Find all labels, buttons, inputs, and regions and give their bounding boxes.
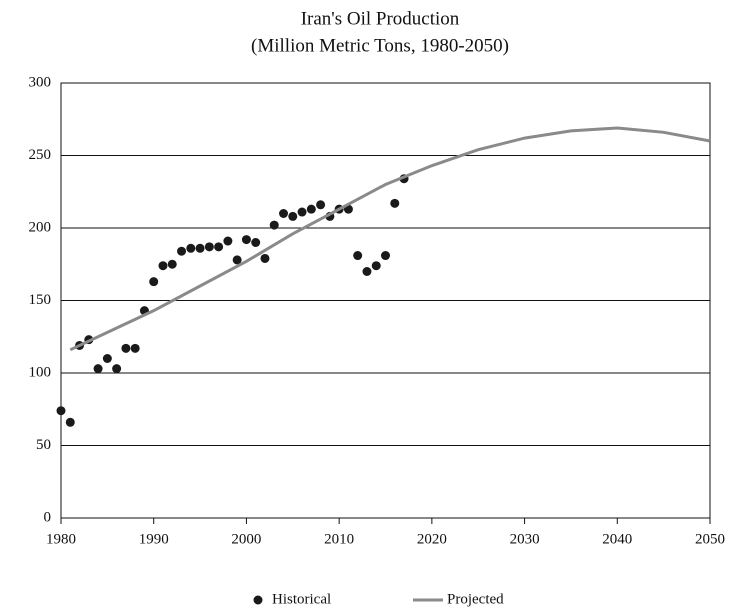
y-tick-label: 250 bbox=[29, 147, 52, 163]
y-tick-label: 200 bbox=[29, 219, 52, 235]
data-point bbox=[390, 199, 399, 208]
data-point bbox=[381, 251, 390, 260]
data-point bbox=[223, 237, 232, 246]
x-tick-label: 2020 bbox=[417, 531, 447, 547]
y-tick-label: 100 bbox=[29, 364, 52, 380]
data-point bbox=[131, 344, 140, 353]
chart: Iran's Oil Production (Million Metric To… bbox=[0, 0, 729, 612]
data-point bbox=[307, 205, 316, 214]
data-point bbox=[186, 244, 195, 253]
data-point bbox=[66, 418, 75, 427]
y-tick-label: 300 bbox=[29, 74, 52, 90]
x-tick-label: 2040 bbox=[602, 531, 632, 547]
y-tick-label: 0 bbox=[44, 509, 52, 525]
data-point bbox=[57, 406, 66, 415]
data-point bbox=[121, 344, 130, 353]
data-point bbox=[168, 260, 177, 269]
data-point bbox=[316, 200, 325, 209]
data-point bbox=[177, 247, 186, 256]
data-point bbox=[205, 242, 214, 251]
y-tick-label: 150 bbox=[29, 292, 52, 308]
data-point bbox=[112, 364, 121, 373]
x-tick-label: 2050 bbox=[695, 531, 725, 547]
y-tick-label: 50 bbox=[36, 437, 51, 453]
x-tick-label: 2030 bbox=[510, 531, 540, 547]
data-point bbox=[158, 261, 167, 270]
data-point bbox=[260, 254, 269, 263]
x-tick-label: 2000 bbox=[231, 531, 261, 547]
chart-title: Iran's Oil Production bbox=[301, 8, 460, 29]
data-point bbox=[372, 261, 381, 270]
data-point bbox=[103, 354, 112, 363]
data-point bbox=[214, 242, 223, 251]
data-point bbox=[353, 251, 362, 260]
legend-label: Historical bbox=[272, 591, 331, 607]
data-point bbox=[242, 235, 251, 244]
data-point bbox=[279, 209, 288, 218]
data-line bbox=[70, 128, 710, 350]
x-tick-label: 1980 bbox=[46, 531, 76, 547]
data-point bbox=[251, 238, 260, 247]
data-point bbox=[298, 208, 307, 217]
data-point bbox=[149, 277, 158, 286]
data-point bbox=[288, 212, 297, 221]
legend-label: Projected bbox=[447, 591, 504, 607]
legend-swatch bbox=[254, 596, 263, 605]
data-point bbox=[94, 364, 103, 373]
data-point bbox=[362, 267, 371, 276]
data-point bbox=[270, 221, 279, 230]
x-tick-label: 2010 bbox=[324, 531, 354, 547]
chart-subtitle: (Million Metric Tons, 1980-2050) bbox=[251, 35, 509, 56]
data-point bbox=[196, 244, 205, 253]
x-tick-label: 1990 bbox=[139, 531, 169, 547]
